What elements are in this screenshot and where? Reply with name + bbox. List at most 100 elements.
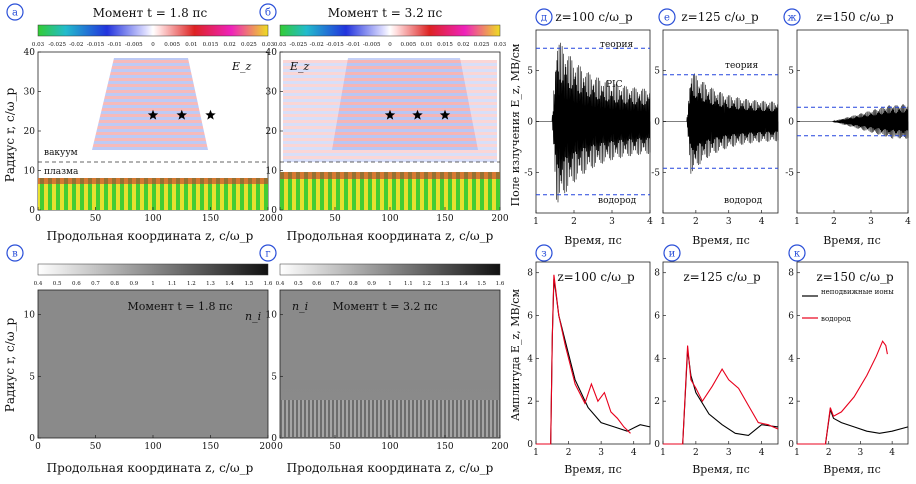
- panel-letter: а: [12, 8, 18, 19]
- y-tick-label: 5: [527, 67, 533, 77]
- x-tick-label: 150: [202, 442, 219, 452]
- x-axis-label: Продольная координата z, c/ω_p: [47, 461, 254, 475]
- colorbar-tick-label: 0.8: [349, 281, 358, 287]
- panel-letter-ring: [259, 3, 277, 21]
- x-tick-label: 100: [381, 442, 398, 452]
- field-label: n_i: [245, 310, 261, 323]
- panel-title: z=100 c/ω_p: [555, 10, 633, 24]
- radiation-cone: [332, 58, 478, 150]
- colorbar-tick-label: 0.03: [274, 42, 287, 48]
- star-marker: [176, 109, 187, 120]
- y-tick-label: 0: [788, 440, 794, 450]
- colorbar-tick-label: 1.2: [187, 281, 196, 287]
- panel-letter: к: [794, 249, 801, 260]
- colorbar-tick-label: 0.7: [331, 281, 340, 287]
- colorbar-tick-label: 0.015: [437, 42, 453, 48]
- x-tick-label: 50: [329, 442, 341, 452]
- y-tick-label: 20: [24, 127, 36, 137]
- star-marker: [412, 109, 423, 120]
- x-tick-label: 2: [831, 217, 837, 227]
- colorbar-tick-label: 1: [388, 281, 392, 287]
- colorbar-tick-label: 1.1: [404, 281, 413, 287]
- x-tick-label: 2: [693, 217, 699, 227]
- colorbar-tick-label: 0.7: [91, 281, 100, 287]
- colorbar-tick-label: -0.01: [108, 42, 122, 48]
- colorbar-tick-label: 0.9: [129, 281, 138, 287]
- panel-letter-ring: [6, 3, 24, 21]
- y-tick-label: 2: [527, 397, 533, 407]
- panel-zh: ж z=150 c/ω_p 1 2 3 4 -5 0 5 Время, пс: [783, 8, 911, 247]
- plot-frame: [662, 261, 779, 445]
- y-tick-label: 4: [788, 354, 794, 364]
- y-tick-label: 0: [29, 434, 35, 444]
- panel-letter-ring: [535, 8, 553, 26]
- y-tick-label: 10: [266, 167, 278, 177]
- panel-letter-ring: [663, 244, 681, 262]
- y-tick-label: -5: [785, 168, 794, 178]
- colorbar-tick-label: 1.5: [477, 281, 486, 287]
- species-label: водород: [598, 196, 637, 206]
- colorbar-tick-label: -0.005: [363, 42, 381, 48]
- star-marker: [384, 109, 396, 120]
- y-tick-label: 8: [788, 269, 794, 279]
- panel-a: а Момент t = 1.8 пс 0.03 -0.025 -0.02 -0.01…: [3, 3, 277, 243]
- x-tick-label: 3: [726, 448, 732, 458]
- panel-title: z=150 c/ω_p: [816, 270, 894, 284]
- heatmap-frame: [37, 289, 269, 439]
- x-tick-label: 150: [202, 214, 219, 224]
- plot-frame: [796, 261, 909, 445]
- y-tick-label: 40: [266, 48, 278, 58]
- colorbar-tick-label: 0.9: [367, 281, 376, 287]
- panel-title: z=125 c/ω_p: [683, 270, 761, 284]
- colorbar-tick-label: 0.6: [72, 281, 81, 287]
- panel-letter: д: [541, 13, 547, 24]
- x-tick-label: 50: [329, 214, 341, 224]
- panel-z: з z=100 c/ω_p 1 2 3 4 0 2 4 6 8 Амплитуда E_z, М…: [509, 244, 651, 476]
- x-tick-label: 50: [90, 214, 102, 224]
- panel-title: Момент t = 1.8 пс: [128, 300, 233, 313]
- x-tick-label: 1: [794, 448, 800, 458]
- theory-label: теория: [725, 61, 758, 71]
- y-tick-label: 5: [29, 372, 35, 382]
- legend-hydrogen: водород: [821, 315, 851, 323]
- panel-letter: з: [541, 249, 546, 260]
- y-tick-label: 4: [527, 354, 533, 364]
- x-axis-label: Продольная координата z, c/ω_p: [287, 461, 494, 475]
- x-tick-label: 150: [436, 214, 453, 224]
- colorbar-tick-label: 0.03: [494, 42, 507, 48]
- x-axis-label: Время, пс: [823, 463, 881, 476]
- x-tick-label: 3: [609, 217, 615, 227]
- colorbar-tick-label: -0.02: [69, 42, 83, 48]
- x-axis-label: Продольная координата z, c/ω_p: [287, 229, 494, 243]
- x-axis-label: Продольная координата z, c/ω_p: [47, 229, 254, 243]
- y-tick-label: 0: [271, 206, 277, 216]
- x-tick-label: 1: [533, 448, 539, 458]
- x-axis-label: Время, пс: [692, 463, 750, 476]
- panel-letter-ring: [6, 244, 24, 262]
- y-tick-label: 5: [271, 372, 277, 382]
- colorbar-tick-label: 1.6: [264, 281, 273, 287]
- x-tick-label: 3: [858, 448, 864, 458]
- colorbar-tick-label: 0.03: [262, 42, 275, 48]
- species-label: водород: [724, 196, 763, 206]
- panel-title: z=150 c/ω_p: [816, 10, 894, 24]
- panel-letter: е: [664, 13, 670, 24]
- field-label: E_z: [289, 60, 310, 73]
- colorbar-tick-label: 1.2: [422, 281, 431, 287]
- x-axis-label: Время, пс: [564, 463, 622, 476]
- y-tick-label: 6: [527, 312, 533, 322]
- colorbar-tick-label: 0.4: [276, 281, 285, 287]
- colorbar-tick-label: 0.5: [53, 281, 62, 287]
- y-tick-label: 6: [654, 312, 660, 322]
- y-tick-label: 30: [24, 88, 36, 98]
- star-marker: [147, 109, 159, 120]
- y-tick-label: 0: [29, 206, 35, 216]
- colorbar-tick-label: 0.005: [164, 42, 180, 48]
- x-tick-label: 100: [144, 214, 161, 224]
- y-axis-label: Поле излучения E_z, МВ/см: [509, 43, 522, 206]
- x-tick-label: 4: [889, 448, 895, 458]
- colorbar-tick-label: 1.4: [225, 281, 234, 287]
- panel-k: к z=150 c/ω_p 1 2 3 4 0 2 4 6 8 неподвижные ионы…: [788, 244, 909, 476]
- y-tick-label: 5: [788, 67, 794, 77]
- panel-title: z=100 c/ω_p: [557, 270, 635, 284]
